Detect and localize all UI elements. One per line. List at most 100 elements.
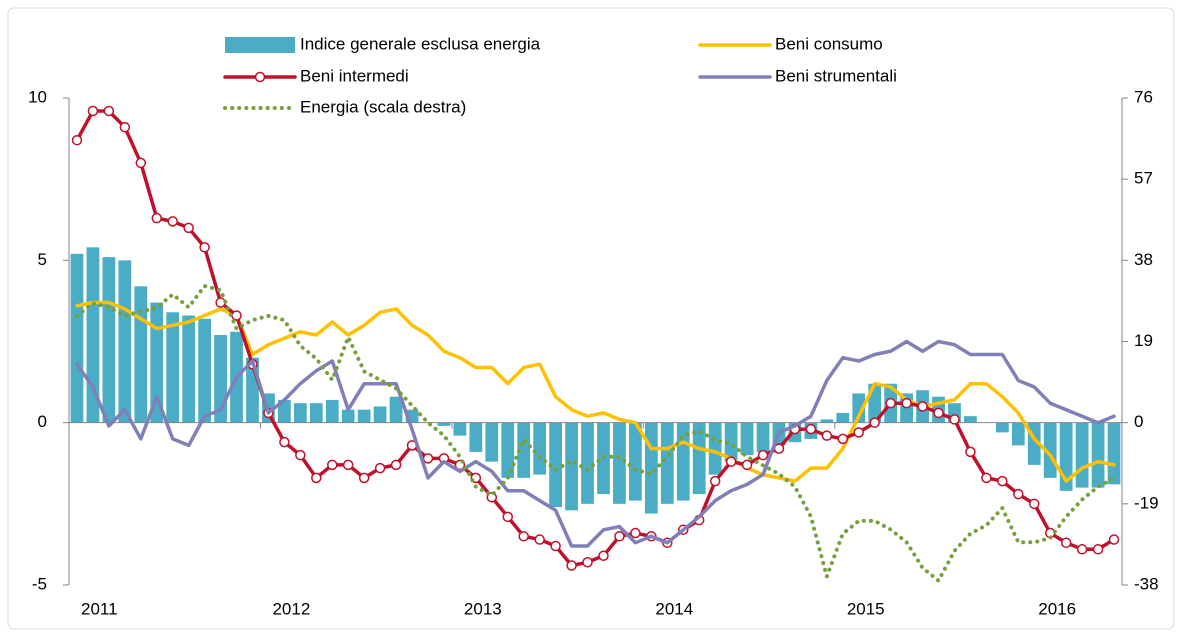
marker: [582, 557, 593, 568]
x-tick-label: 2011: [81, 599, 118, 618]
chart-frame: [7, 7, 1175, 630]
marker: [502, 511, 513, 523]
line: [75, 284, 1116, 583]
marker: [965, 446, 976, 458]
bar: [293, 403, 307, 423]
line: [75, 339, 1116, 548]
bar: [150, 302, 164, 423]
legend-marker: [254, 71, 266, 83]
bar: [565, 422, 578, 511]
legend-label: Energia (scala destra): [300, 97, 466, 116]
marker: [837, 433, 849, 445]
y2-tick-label: -38: [1134, 574, 1159, 593]
bar: [820, 419, 834, 423]
legend-label: Beni strumentali: [775, 66, 897, 85]
marker: [358, 472, 370, 484]
bar: [1043, 422, 1057, 478]
marker: [630, 527, 641, 539]
bar: [644, 422, 658, 514]
y2-tick-label: -19: [1134, 493, 1159, 512]
bar: [501, 422, 515, 478]
marker: [917, 401, 928, 412]
marker: [805, 423, 817, 435]
y-tick-label: 10: [28, 87, 47, 106]
marker: [279, 436, 290, 448]
marker: [1029, 498, 1040, 510]
bar: [692, 422, 706, 495]
bar: [964, 416, 977, 423]
marker: [231, 310, 242, 321]
plot-area: -5 0 5 10 -38 -19 0 19 38 57 76 2011 2012 2013 2014 201…: [28, 87, 1159, 618]
marker: [741, 459, 753, 471]
bar: [134, 286, 148, 423]
marker: [901, 397, 912, 409]
marker: [550, 540, 561, 552]
marker: [757, 449, 769, 461]
bar: [708, 422, 722, 475]
marker: [327, 459, 338, 471]
legend-label: Beni intermedi: [300, 66, 409, 85]
bar: [357, 409, 371, 423]
marker: [981, 472, 992, 484]
bar: [182, 315, 196, 423]
marker: [151, 212, 162, 224]
marker: [534, 534, 545, 545]
marker: [1108, 534, 1120, 545]
legend-label: Beni consumo: [775, 34, 883, 53]
bar: [1091, 422, 1105, 488]
x-tick-label: 2013: [464, 599, 502, 618]
bar: [325, 399, 339, 423]
legend: Indice generale esclusa energia Beni cons…: [223, 34, 897, 116]
marker: [167, 216, 178, 227]
marker: [614, 531, 625, 542]
bar: [389, 396, 403, 423]
y2-tick-label: 76: [1134, 87, 1153, 106]
marker: [821, 430, 833, 441]
bar: [533, 422, 547, 475]
bar: [852, 393, 866, 423]
bar: [341, 409, 355, 423]
y-tick-label: 0: [38, 412, 47, 431]
marker: [183, 222, 194, 234]
bar: [437, 422, 451, 426]
bar: [660, 422, 674, 504]
x-tick-label: 2012: [272, 599, 310, 618]
marker: [135, 157, 147, 169]
bar: [70, 253, 84, 423]
line: [75, 300, 1116, 483]
bar: [1011, 422, 1025, 446]
marker: [1013, 488, 1024, 500]
bar: [309, 403, 323, 423]
marker: [853, 427, 864, 438]
bar: [517, 422, 531, 478]
bar: [724, 422, 738, 462]
marker: [374, 462, 386, 474]
marker: [119, 121, 131, 133]
y2-tick-label: 38: [1134, 250, 1153, 269]
legend-label: Indice generale esclusa energia: [300, 34, 541, 53]
marker: [869, 417, 880, 428]
bar: [102, 257, 116, 423]
marker: [71, 134, 83, 146]
marker: [422, 453, 434, 464]
x-tick-label: 2016: [1038, 599, 1076, 618]
marker: [295, 449, 306, 461]
bar: [198, 318, 211, 423]
bar: [86, 247, 100, 423]
bar: [118, 260, 132, 423]
bar: [373, 406, 387, 423]
marker: [1060, 537, 1072, 549]
bar: [1075, 422, 1089, 488]
bar: [740, 422, 754, 456]
marker: [87, 105, 99, 117]
x-tick-label: 2014: [655, 599, 693, 618]
marker: [725, 456, 737, 467]
marker: [885, 397, 896, 409]
bar: [613, 422, 626, 504]
bar: [278, 399, 291, 423]
bar: [549, 422, 562, 508]
legend-swatch: [225, 37, 295, 53]
bar: [469, 422, 483, 452]
marker: [598, 550, 609, 562]
